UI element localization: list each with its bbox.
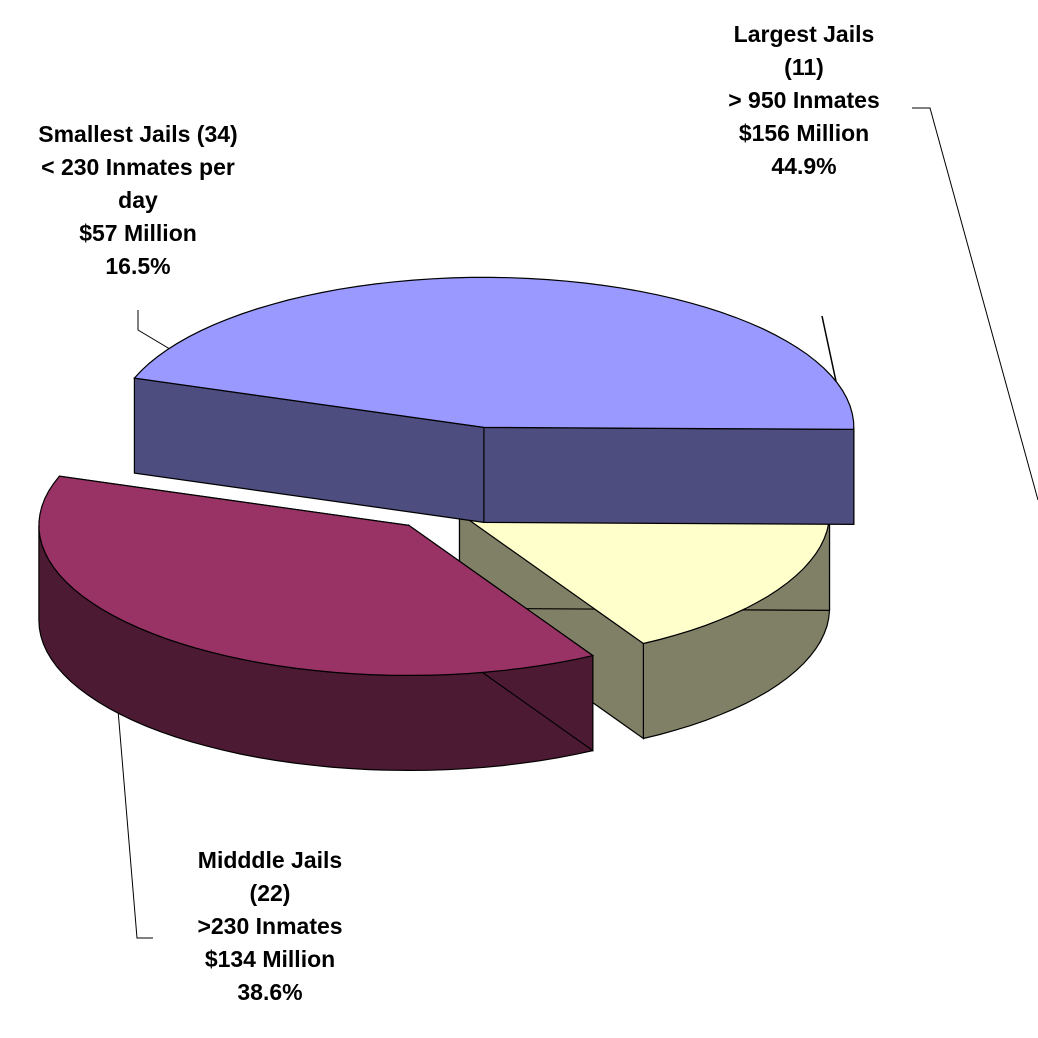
slice-label-1: Largest Jails (11) > 950 Inmates $156 Milli… bbox=[728, 21, 880, 179]
slice-label-line: day bbox=[118, 187, 158, 213]
slice-label-line: > 950 Inmates bbox=[728, 87, 880, 113]
slice-label-line: 38.6% bbox=[237, 979, 302, 1005]
slice-label-line: (22) bbox=[250, 880, 291, 906]
slice-label-line: 44.9% bbox=[771, 153, 836, 179]
slice-label-line: < 230 Inmates per bbox=[41, 154, 235, 180]
pie-slice-2 bbox=[38, 475, 595, 772]
leader-line bbox=[117, 709, 153, 939]
slice-label-2: Midddle Jails (22) >230 Inmates $134 Millio… bbox=[197, 847, 342, 1005]
pie-slice-3 bbox=[457, 512, 831, 740]
slice-label-line: (11) bbox=[784, 54, 824, 80]
slice-label-line: >230 Inmates bbox=[197, 913, 342, 939]
slice-label-line: 16.5% bbox=[105, 253, 170, 279]
slice-label-line: Midddle Jails bbox=[198, 847, 342, 873]
slice-label-line: Largest Jails bbox=[734, 21, 875, 47]
slice-labels: Largest Jails (11) > 950 Inmates $156 Milli… bbox=[38, 21, 879, 1005]
pie-slices bbox=[38, 276, 855, 772]
slice-label-line: $134 Million bbox=[205, 946, 335, 972]
slice-label-line: Smallest Jails (34) bbox=[38, 121, 237, 147]
leader-line bbox=[912, 107, 1038, 501]
slice-label-3: Smallest Jails (34) < 230 Inmates per day $… bbox=[38, 121, 237, 279]
slice-label-line: $57 Million bbox=[79, 220, 197, 246]
slice-label-line: $156 Million bbox=[739, 120, 869, 146]
pie-slice-1 bbox=[133, 276, 855, 526]
